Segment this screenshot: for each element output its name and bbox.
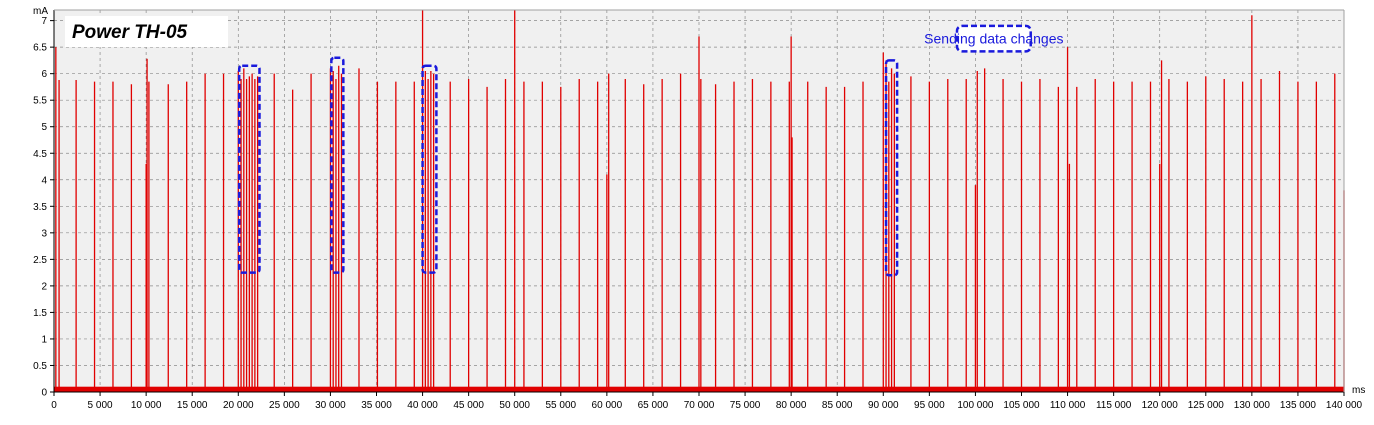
x-tick-label: 115 000	[1096, 400, 1132, 411]
y-axis-ticks: 0 0.5 1 1.5 2 2.5 3 3.5 4 4.5 5 5.5 6 6.5 7	[33, 16, 54, 399]
chart-title-text: Power TH-05	[72, 22, 188, 43]
x-tick-label: 5 000	[88, 400, 113, 411]
x-axis-unit: ms	[1352, 385, 1365, 396]
y-tick-label: 6	[41, 69, 47, 80]
y-tick-label: 3.5	[33, 202, 47, 213]
x-tick-label: 10 000	[131, 400, 162, 411]
y-tick-label: 5.5	[33, 96, 47, 107]
y-tick-label: 0.5	[33, 361, 47, 372]
chart-title-box	[65, 16, 228, 47]
x-tick-label: 30 000	[315, 400, 346, 411]
x-tick-label: 70 000	[684, 400, 715, 411]
x-tick-label: 110 000	[1050, 400, 1086, 411]
annotation-box	[330, 56, 345, 274]
y-tick-label: 2	[41, 281, 47, 292]
y-tick-label: 4.5	[33, 149, 47, 160]
x-tick-label: 40 000	[407, 400, 438, 411]
y-tick-label: 1.5	[33, 308, 47, 319]
x-tick-label: 90 000	[868, 400, 899, 411]
annotations: Sending data changes	[237, 24, 1064, 277]
annotation-box	[421, 64, 438, 274]
x-axis-ticks: 0 5 000 10 000 15 000 20 000 25 000 30 000 35 0…	[51, 392, 1363, 411]
x-tick-label: 140 000	[1326, 400, 1363, 411]
x-tick-label: 55 000	[545, 400, 576, 411]
y-tick-label: 0	[41, 388, 47, 399]
y-axis-unit: mA	[33, 6, 48, 17]
series-current	[54, 10, 1345, 392]
y-tick-label: 4	[41, 175, 47, 186]
annotation-box	[237, 64, 261, 274]
y-tick-label: 1	[41, 334, 47, 345]
y-tick-label: 7	[41, 16, 47, 27]
x-tick-label: 130 000	[1234, 400, 1271, 411]
x-tick-label: 60 000	[592, 400, 623, 411]
x-tick-label: 100 000	[957, 400, 994, 411]
annotation-box	[884, 59, 899, 277]
y-tick-label: 3	[41, 228, 47, 239]
x-tick-label: 95 000	[914, 400, 945, 411]
x-tick-label: 120 000	[1142, 400, 1179, 411]
x-tick-label: 0	[51, 400, 57, 411]
x-tick-label: 35 000	[361, 400, 392, 411]
x-tick-label: 50 000	[499, 400, 530, 411]
x-tick-label: 25 000	[269, 400, 300, 411]
x-tick-label: 80 000	[776, 400, 807, 411]
y-tick-label: 6.5	[33, 43, 47, 54]
chart-title: Power TH-05	[65, 16, 228, 47]
x-tick-label: 20 000	[223, 400, 254, 411]
annotation-label-box	[955, 24, 1032, 53]
x-tick-label: 125 000	[1188, 400, 1225, 411]
x-tick-label: 65 000	[638, 400, 669, 411]
x-tick-label: 45 000	[453, 400, 484, 411]
y-tick-label: 2.5	[33, 255, 47, 266]
x-tick-label: 135 000	[1280, 400, 1317, 411]
x-tick-label: 105 000	[1003, 400, 1040, 411]
x-tick-label: 85 000	[822, 400, 853, 411]
x-tick-label: 15 000	[177, 400, 208, 411]
x-tick-label: 75 000	[730, 400, 761, 411]
annotation-label-text: Sending data changes	[924, 31, 1063, 47]
y-tick-label: 5	[41, 122, 47, 133]
